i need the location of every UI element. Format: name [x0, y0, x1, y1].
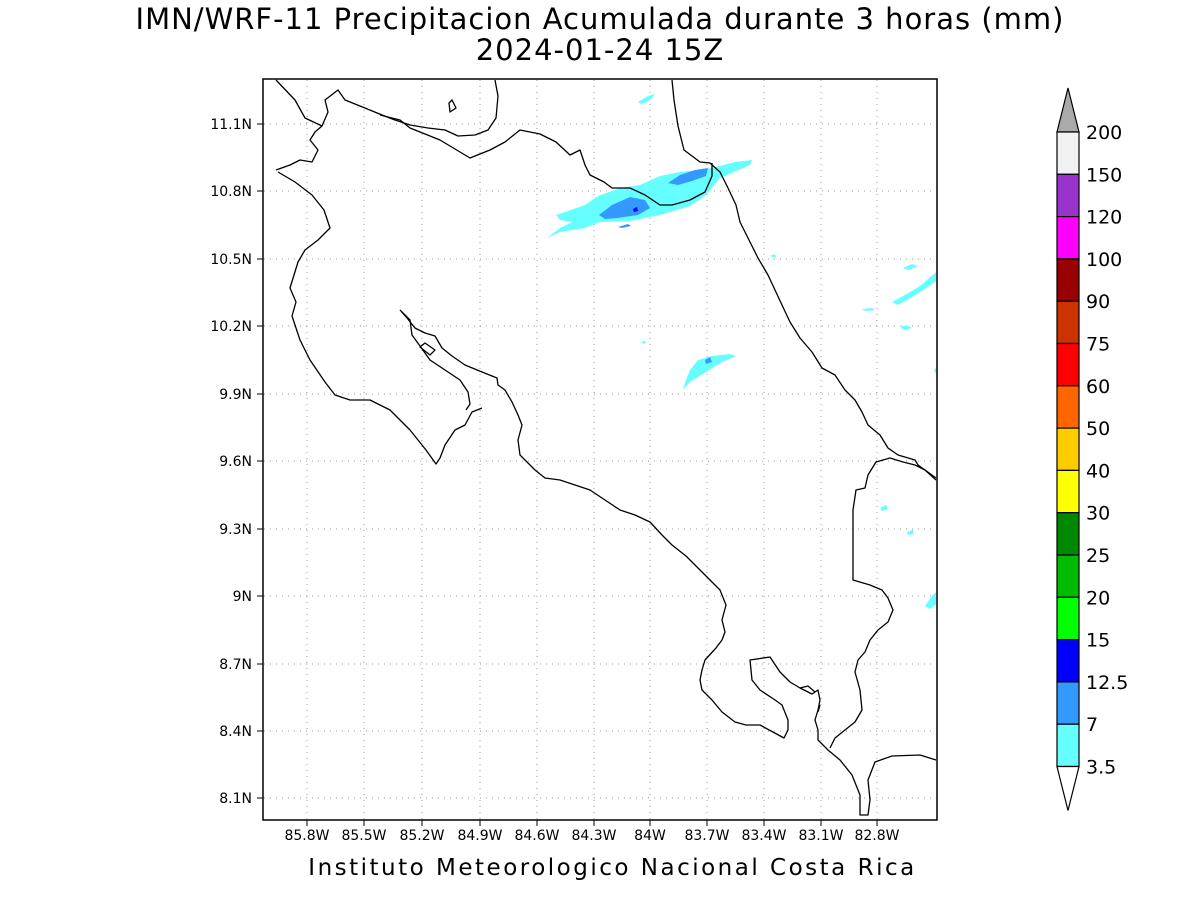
y-axis-ticks: 11.1N 10.8N 10.5N 10.2N 9.9N 9.6N 9.3N 9N 8.7N 8.… — [210, 117, 263, 807]
colorbar-label: 90 — [1086, 291, 1110, 313]
precipitation-areas — [547, 94, 936, 609]
colorbar-label: 100 — [1086, 249, 1122, 271]
colorbar-segment — [1056, 723, 1080, 768]
y-tick-label: 8.1N — [219, 791, 252, 807]
x-tick-label: 84.3W — [571, 828, 616, 844]
colorbar-label: 150 — [1086, 164, 1122, 186]
x-axis-ticks: 85.8W 85.5W 85.2W 84.9W 84.6W 84.3W 84W 83.7W 83… — [284, 820, 900, 844]
colorbar-label: 7 — [1086, 714, 1098, 736]
nicoya-islet — [419, 342, 436, 356]
x-tick-label: 83.4W — [741, 828, 786, 844]
colorbar-over-triangle — [1056, 87, 1080, 133]
colorbar-segment — [1056, 596, 1080, 641]
colorbar-segment — [1056, 300, 1080, 345]
x-tick-label: 85.5W — [341, 828, 386, 844]
x-tick-label: 83.7W — [684, 828, 729, 844]
caribbean-coast — [727, 187, 937, 481]
y-tick-label: 9N — [233, 589, 252, 605]
x-tick-label: 82.8W — [854, 828, 899, 844]
colorbar-label: 60 — [1086, 376, 1110, 398]
y-tick-label: 8.7N — [219, 657, 252, 673]
grid-lines — [264, 80, 936, 819]
nicaragua-costa-rica-border — [275, 114, 713, 206]
colorbar-label: 40 — [1086, 460, 1110, 482]
y-tick-label: 10.8N — [210, 184, 252, 200]
san-juan-river — [671, 79, 729, 189]
y-tick-label: 8.4N — [219, 724, 252, 740]
colorbar-label: 120 — [1086, 207, 1122, 229]
colorbar-label: 30 — [1086, 503, 1110, 525]
colorbar-label: 12.5 — [1086, 672, 1128, 694]
x-tick-label: 83.1W — [798, 828, 843, 844]
y-tick-label: 9.3N — [219, 522, 252, 538]
colorbar: 200 150 120 100 90 75 60 50 40 30 25 20 15 12.5 7 3.5 — [1056, 87, 1128, 811]
colorbar-label: 75 — [1086, 334, 1110, 356]
rain-area-12-5mm — [633, 207, 638, 212]
colorbar-segment — [1056, 469, 1080, 514]
x-tick-label: 84W — [634, 828, 666, 844]
nicoya-gulf-coast — [399, 309, 937, 816]
y-tick-label: 9.6N — [219, 454, 252, 470]
colorbar-label: 20 — [1086, 587, 1110, 609]
map-title: IMN/WRF-11 Precipitacion Acumulada duran… — [135, 2, 1065, 36]
colorbar-label: 3.5 — [1086, 757, 1116, 779]
rain-area-3-5mm — [547, 94, 936, 609]
colorbar-label: 25 — [1086, 545, 1110, 567]
colorbar-segment — [1056, 131, 1080, 175]
colorbar-label: 200 — [1086, 122, 1122, 144]
colorbar-segment — [1056, 173, 1080, 218]
colorbar-segment — [1056, 385, 1080, 429]
colorbar-under-triangle — [1056, 765, 1080, 811]
map-date-subtitle: 2024-01-24 15Z — [475, 33, 725, 67]
x-tick-label: 84.6W — [514, 828, 559, 844]
colorbar-label: 50 — [1086, 418, 1110, 440]
y-tick-label: 9.9N — [219, 387, 252, 403]
colorbar-segment — [1056, 258, 1080, 302]
lake-nicaragua-islet — [448, 99, 457, 113]
x-tick-label: 84.9W — [457, 828, 502, 844]
x-tick-label: 85.2W — [399, 828, 444, 844]
rain-area-7mm — [599, 168, 712, 364]
colorbar-segment — [1056, 554, 1080, 598]
colorbar-segment — [1056, 681, 1080, 725]
y-tick-label: 10.2N — [210, 319, 252, 335]
colorbar-segment — [1056, 512, 1080, 556]
map-frame — [262, 78, 938, 821]
colorbar-segment — [1056, 638, 1080, 683]
osa-peninsula — [799, 685, 821, 713]
panama-border — [829, 457, 937, 749]
colorbar-segment — [1056, 216, 1080, 260]
pacific-coast-guanacaste — [277, 171, 483, 465]
x-tick-label: 85.8W — [284, 828, 329, 844]
y-tick-label: 10.5N — [210, 252, 252, 268]
colorbar-segment — [1056, 342, 1080, 387]
colorbar-label: 15 — [1086, 630, 1110, 652]
coastlines-borders — [275, 79, 937, 816]
nicaragua-coast — [275, 79, 499, 137]
colorbar-segment — [1056, 427, 1080, 472]
y-tick-label: 11.1N — [210, 117, 252, 133]
footer-credit: Instituto Meteorologico Nacional Costa R… — [308, 855, 917, 881]
